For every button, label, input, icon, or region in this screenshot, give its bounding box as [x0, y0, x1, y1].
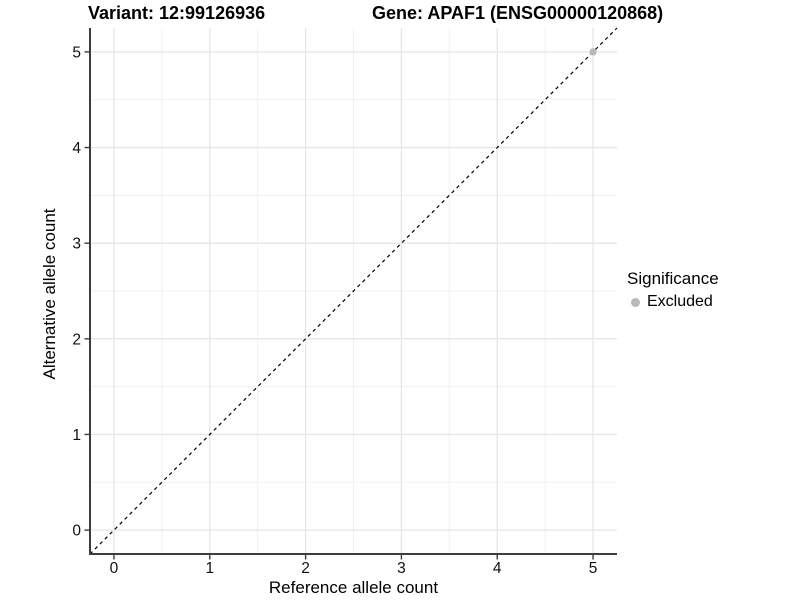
- data-point-excluded: [589, 48, 597, 56]
- y-tick-label: 4: [72, 140, 81, 157]
- y-tick-label: 2: [72, 331, 81, 348]
- x-axis-title: Reference allele count: [268, 578, 439, 597]
- x-tick-label: 0: [110, 560, 119, 577]
- x-tick-label: 5: [589, 560, 598, 577]
- y-tick-label: 5: [72, 44, 81, 61]
- x-tick-label: 3: [397, 560, 406, 577]
- y-tick-label: 3: [72, 236, 81, 253]
- legend-point-icon: [631, 297, 640, 307]
- legend-item-label: Excluded: [647, 293, 713, 310]
- plot-title-variant: Variant: 12:99126936: [88, 3, 266, 23]
- x-tick-label: 4: [493, 560, 502, 577]
- plot-title-gene: Gene: APAF1 (ENSG00000120868): [372, 3, 664, 23]
- x-tick-label: 1: [205, 560, 214, 577]
- legend-title: Significance: [627, 269, 719, 288]
- y-tick-label: 0: [72, 523, 81, 540]
- y-axis-title: Alternative allele count: [40, 208, 59, 380]
- legend-item-excluded: Excluded: [627, 293, 719, 311]
- identity-dashed-line: [89, 27, 618, 555]
- y-tick-label: 1: [72, 427, 81, 444]
- x-tick-label: 2: [301, 560, 310, 577]
- legend: Significance Excluded: [627, 269, 719, 311]
